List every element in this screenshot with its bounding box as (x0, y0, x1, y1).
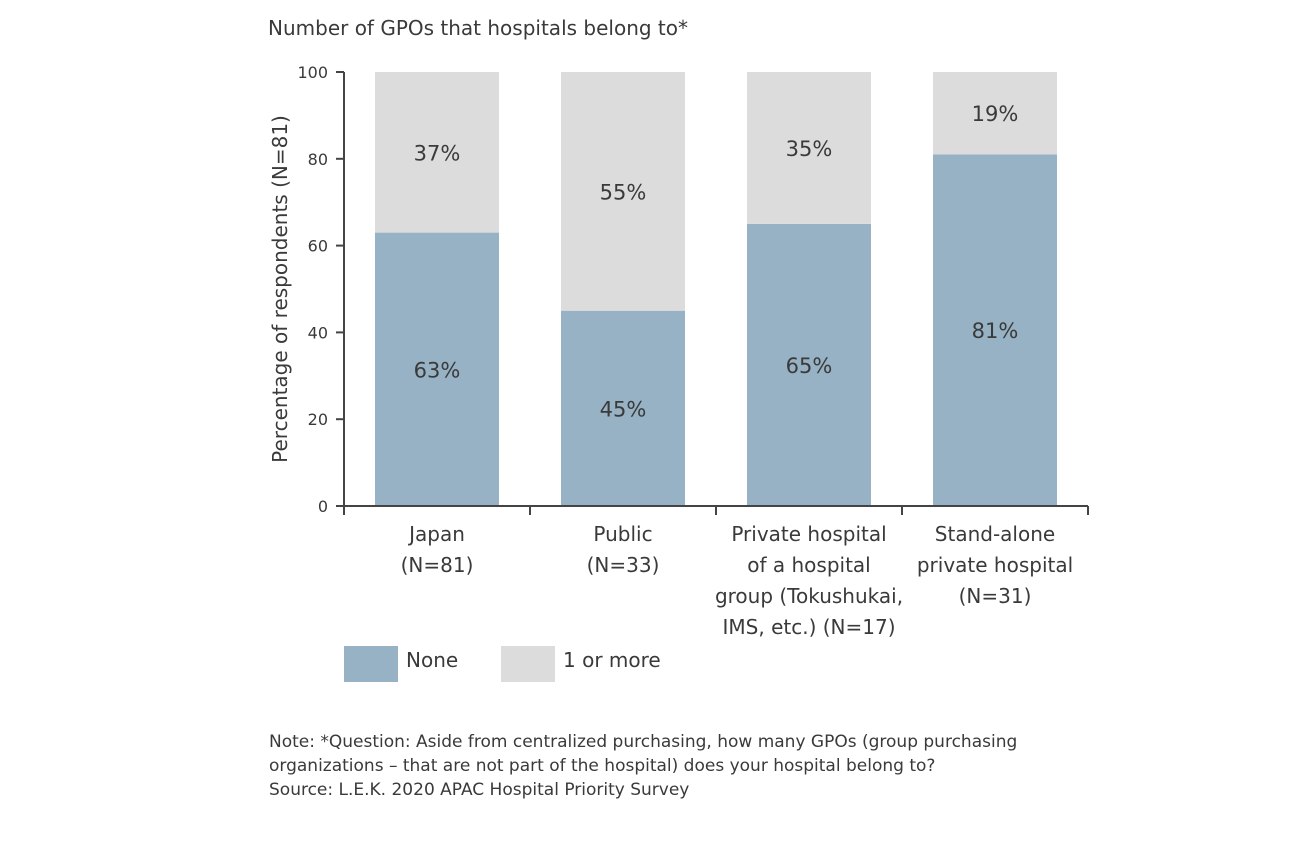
y-axis-label: Percentage of respondents (N=81) (268, 115, 292, 463)
legend-swatch (344, 646, 398, 682)
bar-data-label: 55% (600, 180, 647, 204)
bar-1-or-more (561, 72, 685, 311)
y-tick-label: 40 (308, 323, 328, 342)
x-tick-label: Japan (N=81) (401, 522, 474, 577)
bar-data-label: 37% (414, 141, 461, 165)
chart-title: Number of GPOs that hospitals belong to* (268, 16, 688, 40)
x-tick-label: Private hospital of a hospital group (Toku… (715, 522, 903, 639)
legend-swatch (501, 646, 555, 682)
y-tick-label: 0 (318, 497, 328, 516)
y-tick-label: 100 (297, 63, 328, 82)
bar-none (747, 223, 871, 506)
y-tick-label: 80 (308, 150, 328, 169)
x-tick-label: Public (N=33) (587, 522, 660, 577)
legend-label: None (406, 648, 458, 672)
bar-data-label: 35% (786, 137, 833, 161)
bar-data-label: 45% (600, 397, 647, 421)
chart-notes: Note: *Question: Aside from centralized … (269, 730, 1049, 802)
bar-data-label: 63% (414, 358, 461, 382)
bar-none (561, 310, 685, 506)
source-text: Source: L.E.K. 2020 APAC Hospital Priori… (269, 780, 690, 800)
bar-1-or-more (375, 72, 499, 233)
y-tick-label: 60 (308, 237, 328, 256)
bar-data-label: 65% (786, 354, 833, 378)
bar-none (933, 154, 1057, 506)
y-tick-label: 20 (308, 410, 328, 429)
bar-1-or-more (747, 72, 871, 224)
note-text: Note: *Question: Aside from centralized … (269, 732, 1018, 776)
bar-data-label: 19% (972, 102, 1019, 126)
bar-1-or-more (933, 72, 1057, 155)
bar-data-label: 81% (972, 319, 1019, 343)
legend-label: 1 or more (563, 648, 661, 672)
x-tick-label: Stand-alone private hospital (N=31) (917, 522, 1073, 608)
bar-none (375, 232, 499, 506)
